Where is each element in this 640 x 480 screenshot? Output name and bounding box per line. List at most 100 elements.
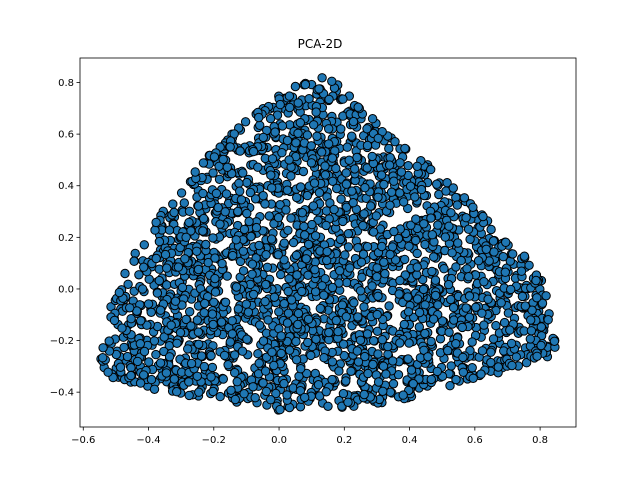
scatter-point [353,357,364,367]
scatter-point [214,174,225,185]
scatter-point [306,158,317,168]
scatter-point [332,183,342,194]
scatter-point [144,357,154,367]
scatter-point [184,377,194,387]
scatter-point [251,222,262,233]
scatter-point [297,286,307,297]
scatter-point [208,233,218,243]
y-tick-label: 0.8 [58,78,74,89]
scatter-point [192,315,203,325]
scatter-point [543,315,553,325]
scatter-point [207,362,218,373]
scatter-point [247,269,257,279]
scatter-point [282,390,292,400]
scatter-point [367,114,378,124]
scatter-point [390,137,400,147]
scatter-point [120,268,130,279]
scatter-point [353,312,363,322]
scatter-point [181,232,191,243]
scatter-point [235,146,245,156]
plot-frame [79,57,577,428]
scatter-point [291,250,302,261]
scatter-point [324,124,334,134]
scatter-point [327,282,338,293]
scatter-point [447,248,457,258]
scatter-point [284,345,295,355]
scatter-point [296,182,306,192]
scatter-point [303,270,313,280]
scatter-point [359,389,369,400]
scatter-point [310,231,321,241]
scatter-point [353,102,363,112]
scatter-point [282,185,293,195]
scatter-point [379,257,389,267]
scatter-point [327,357,338,367]
scatter-point [476,369,486,379]
scatter-points [96,73,560,415]
scatter-point [448,302,459,313]
scatter-point [291,336,301,347]
scatter-point [275,99,285,110]
scatter-point [350,164,360,174]
scatter-point [255,320,265,330]
scatter-point [282,318,293,328]
scatter-point [196,351,207,361]
scatter-point [336,124,346,134]
scatter-point [230,368,240,378]
scatter-point [294,371,304,381]
scatter-point [303,337,313,348]
scatter-point [477,308,487,318]
scatter-point [334,366,344,376]
scatter-point [284,155,294,165]
scatter-point [384,143,394,154]
scatter-point [139,262,149,272]
scatter-point [185,307,195,317]
scatter-point [126,363,136,373]
scatter-point [267,183,277,193]
scatter-point [248,146,259,157]
scatter-point [198,226,208,236]
scatter-point [286,171,296,181]
scatter-point [277,148,287,158]
scatter-point [230,394,241,405]
scatter-point [146,307,156,317]
y-axis: −0.4 −0.2 0.0 0.2 0.4 0.6 0.8 [50,78,80,399]
scatter-point [231,235,241,245]
scatter-point [273,212,284,223]
scatter-point [146,374,157,385]
scatter-point [276,269,286,280]
scatter-point [313,380,324,390]
scatter-point [267,347,277,357]
scatter-point [468,373,478,383]
scatter-point [103,367,113,377]
scatter-point [283,225,293,236]
scatter-point [155,305,166,315]
scatter-point [291,138,301,148]
scatter-point [403,307,414,317]
scatter-point [362,329,373,339]
scatter-point [501,237,511,248]
scatter-point [516,266,527,276]
scatter-point [98,343,108,353]
scatter-point [420,328,430,339]
scatter-point [172,338,182,348]
scatter-point [432,366,442,377]
scatter-point [376,170,387,180]
scatter-point [505,325,515,335]
scatter-point [282,135,293,146]
scatter-point [395,338,405,348]
scatter-point [521,358,532,368]
scatter-point [373,349,383,359]
scatter-point [132,356,143,367]
scatter-point [404,241,414,252]
scatter-point [130,248,140,259]
scatter-point [385,387,396,397]
scatter-point [309,178,320,188]
scatter-point [355,286,366,296]
scatter-point [443,279,454,290]
scatter-point [321,220,331,231]
scatter-point [296,364,306,374]
scatter-point [410,192,420,202]
scatter-point [448,183,458,193]
scatter-point [186,321,196,331]
